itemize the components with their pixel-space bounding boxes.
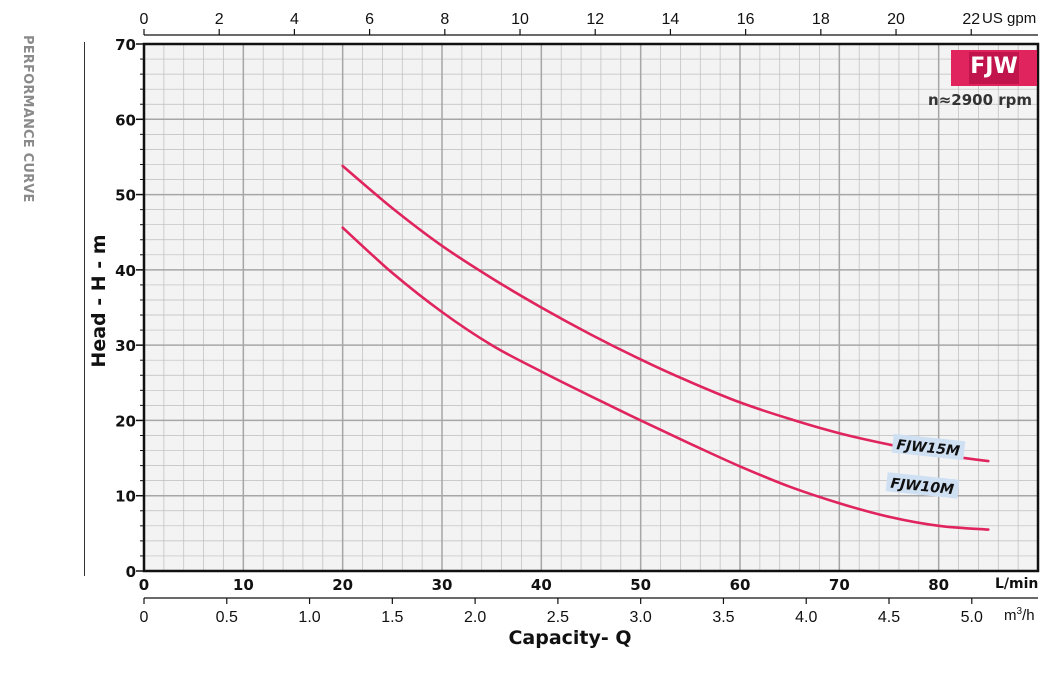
x-tick-label-lmin: 10	[233, 576, 254, 594]
series-label-group: FJW10M	[885, 472, 960, 499]
x-tick-label-gpm: 6	[365, 11, 374, 28]
y-axis-title: Head - H - m	[88, 234, 110, 368]
x-tick-label-m3h: 2.0	[464, 609, 486, 626]
model-badge-text: FJW	[970, 54, 1018, 79]
x-tick-label-lmin: 60	[730, 576, 751, 594]
series-label: FJW10M	[890, 476, 955, 499]
x-tick-label-lmin: 70	[829, 576, 850, 594]
y-tick-label: 30	[115, 337, 136, 355]
x-tick-label-gpm: 10	[511, 11, 529, 28]
x-tick-label-gpm: 16	[737, 11, 755, 28]
x-tick-label-m3h: 4.5	[878, 609, 900, 626]
side-divider	[84, 42, 85, 576]
x-tick-label-m3h: 0.5	[216, 609, 238, 626]
x-tick-label-m3h: 0	[140, 609, 149, 626]
x-tick-label-m3h: 3.5	[712, 609, 734, 626]
model-badge: FJW	[951, 50, 1037, 86]
y-tick-label: 70	[115, 36, 136, 54]
plot-frame	[142, 42, 1040, 573]
y-tick-label: 50	[115, 187, 136, 205]
x-tick-label-m3h: 4.0	[795, 609, 817, 626]
x-tick-label-gpm: 14	[662, 11, 680, 28]
side-title: PERFORMANCE CURVE	[20, 35, 35, 203]
x-tick-label-lmin: 80	[928, 576, 949, 594]
curve-fjw15m	[341, 164, 990, 463]
y-tick-label: 20	[115, 412, 136, 430]
x-tick-label-m3h: 1.5	[381, 609, 403, 626]
series-label-group: FJW15M	[891, 433, 966, 461]
y-tick-label: 40	[115, 262, 136, 280]
x-tick-label-m3h: 3.0	[630, 609, 652, 626]
unit-m3-h: m3/h	[1004, 606, 1035, 624]
x-tick-label-m3h: 1.0	[298, 609, 320, 626]
x-tick-label-lmin: 30	[432, 576, 453, 594]
series-label-bg	[891, 433, 966, 461]
x-tick-label-m3h: 5.0	[961, 609, 983, 626]
rpm-label: n≈2900 rpm	[928, 91, 1032, 109]
x-tick-label-gpm: 4	[290, 11, 299, 28]
unit-us-gpm: US gpm	[982, 10, 1037, 27]
x-tick-label-gpm: 22	[962, 11, 980, 28]
y-tick-label: 0	[126, 563, 136, 581]
unit-l-min: L/min	[995, 576, 1039, 592]
curve-fjw10m	[341, 226, 990, 531]
x-tick-label-lmin: 40	[531, 576, 552, 594]
model-badge-inner	[969, 52, 1019, 84]
series-label: FJW15M	[896, 437, 961, 460]
x-tick-label-gpm: 2	[215, 11, 224, 28]
x-tick-label-gpm: 8	[440, 11, 449, 28]
x-tick-label-lmin: 20	[332, 576, 353, 594]
x-tick-label-gpm: 0	[140, 11, 149, 28]
x-tick-label-lmin: 0	[139, 576, 149, 594]
x-tick-label-lmin: 50	[630, 576, 651, 594]
x-tick-label-gpm: 20	[887, 11, 905, 28]
y-tick-label: 60	[115, 111, 136, 129]
x-tick-label-gpm: 12	[586, 11, 604, 28]
x-tick-label-m3h: 2.5	[547, 609, 569, 626]
x-axis-title: Capacity- Q	[508, 627, 632, 649]
series-label-bg	[885, 472, 960, 499]
x-tick-label-gpm: 18	[812, 11, 830, 28]
y-tick-label: 10	[115, 488, 136, 506]
